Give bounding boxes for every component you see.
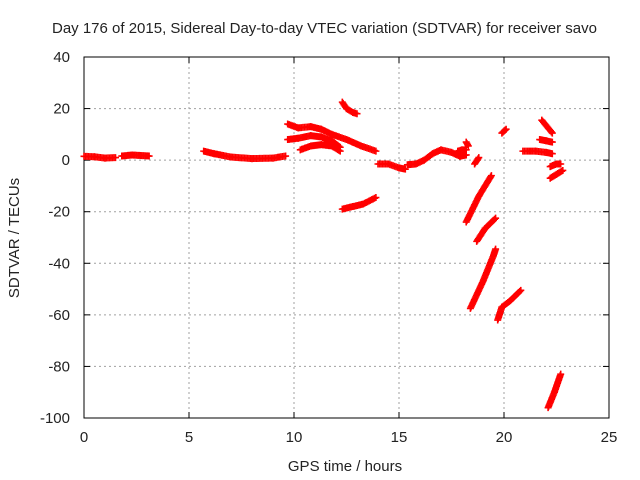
data-point bbox=[548, 129, 556, 137]
series-arc-17 bbox=[494, 286, 525, 324]
data-point bbox=[492, 214, 500, 222]
grid-lines bbox=[84, 57, 609, 418]
series-arc-3 bbox=[200, 147, 290, 163]
data-point bbox=[372, 147, 380, 155]
y-tick-label: 20 bbox=[53, 101, 70, 118]
y-tick-label: -100 bbox=[40, 410, 70, 427]
data-point bbox=[336, 147, 344, 155]
data-point bbox=[145, 152, 153, 160]
data-point bbox=[502, 125, 510, 133]
series-arc-5 bbox=[284, 132, 344, 151]
data-point bbox=[474, 155, 482, 163]
data-point bbox=[557, 160, 565, 168]
x-tick-label: 10 bbox=[286, 429, 303, 446]
series-arc-24 bbox=[544, 370, 565, 412]
y-tick-label: -80 bbox=[48, 358, 70, 375]
data-point bbox=[516, 287, 524, 295]
data-point bbox=[492, 245, 500, 253]
series-arc-7 bbox=[338, 98, 361, 118]
x-tick-label: 15 bbox=[391, 429, 408, 446]
y-axis-label: SDTVAR / TECUs bbox=[6, 178, 23, 298]
series-arc-22 bbox=[546, 160, 565, 171]
x-tick-label: 20 bbox=[496, 429, 513, 446]
y-tick-label: -40 bbox=[48, 255, 70, 272]
x-tick-label: 5 bbox=[185, 429, 193, 446]
data-point bbox=[491, 215, 499, 223]
x-tick-label: 0 bbox=[80, 429, 88, 446]
data-point bbox=[487, 172, 495, 180]
y-tick-label: -20 bbox=[48, 204, 70, 221]
y-tick-label: 40 bbox=[53, 49, 70, 66]
data-point bbox=[548, 150, 556, 158]
data-point bbox=[353, 110, 361, 118]
data-point bbox=[517, 286, 525, 294]
data-point bbox=[548, 138, 556, 146]
series-arc-21 bbox=[538, 116, 556, 137]
y-tick-label: -60 bbox=[48, 307, 70, 324]
y-tick-label: 0 bbox=[62, 152, 70, 169]
data-point bbox=[112, 154, 119, 162]
data-point bbox=[462, 146, 470, 154]
series-arc-2 bbox=[118, 151, 153, 160]
series-arc-11 bbox=[454, 146, 470, 155]
data-point bbox=[464, 142, 472, 150]
series-arc-4 bbox=[284, 120, 380, 155]
plot-frame bbox=[83, 56, 610, 419]
data-point bbox=[557, 370, 565, 378]
data-point bbox=[501, 126, 509, 134]
series-arc-9 bbox=[374, 160, 409, 173]
data-point bbox=[559, 166, 567, 174]
data-point bbox=[547, 128, 555, 136]
series-arc-19 bbox=[519, 147, 556, 158]
chart-title: Day 176 of 2015, Sidereal Day-to-day VTE… bbox=[52, 20, 597, 37]
series-arc-8 bbox=[338, 194, 380, 213]
x-axis-label: GPS time / hours bbox=[288, 458, 402, 475]
series-arc-14 bbox=[462, 172, 495, 226]
data-series bbox=[80, 98, 567, 412]
series-arc-1 bbox=[80, 152, 119, 162]
series-arc-15 bbox=[473, 214, 500, 245]
series-arc-23 bbox=[546, 166, 567, 182]
series-arc-6 bbox=[296, 141, 344, 155]
series-arc-12 bbox=[462, 138, 472, 150]
axis-ticks: 0 5 10 15 20 25 -100 -80 -60 -40 -20 0 20 40 bbox=[40, 49, 617, 446]
series-arc-18 bbox=[498, 125, 510, 137]
series-arc-16 bbox=[466, 245, 500, 312]
data-point bbox=[282, 152, 290, 160]
series-arc-13 bbox=[471, 154, 483, 168]
series-arc-20 bbox=[536, 136, 556, 146]
x-tick-label: 25 bbox=[601, 429, 618, 446]
data-point bbox=[475, 154, 483, 162]
data-point bbox=[372, 194, 380, 202]
series-arc-10 bbox=[403, 146, 470, 169]
data-point bbox=[401, 165, 409, 173]
